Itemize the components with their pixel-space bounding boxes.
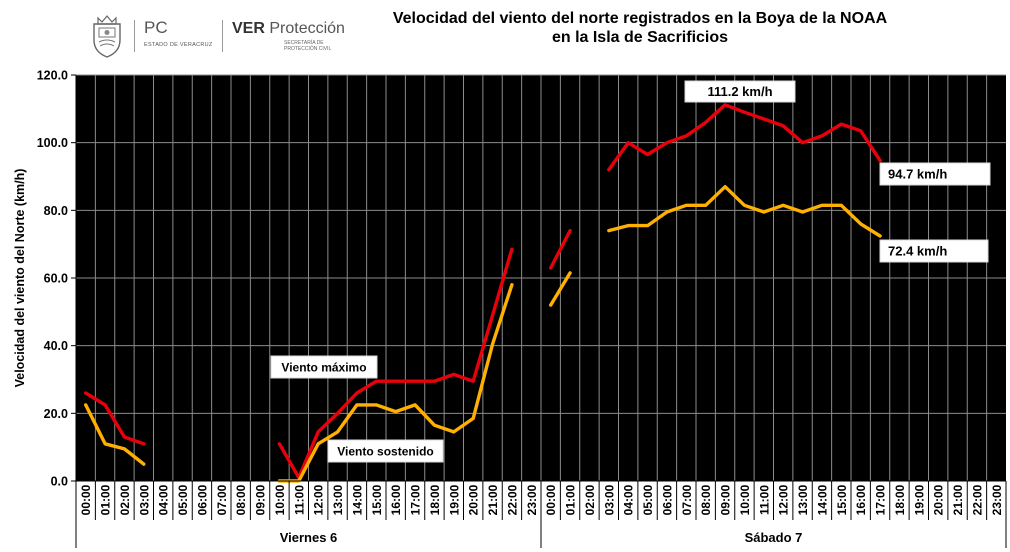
y-axis-label: Velocidad del viento del Norte (km/h) — [13, 169, 27, 388]
x-tick-label: 10:00 — [738, 484, 752, 515]
x-tick-label: 20:00 — [467, 484, 481, 515]
last-max-value-label-box — [879, 162, 991, 186]
viento-sostenido-line — [549, 271, 572, 307]
ver-logo-text: VER — [232, 20, 265, 37]
pc-title: PC — [144, 18, 168, 37]
x-tick-label: 03:00 — [602, 484, 616, 515]
logo-divider — [134, 20, 135, 52]
x-tick-label: 04:00 — [622, 484, 636, 515]
viento-maximo-label-box — [270, 355, 378, 379]
x-tick-label: 22:00 — [970, 484, 984, 515]
x-tick-label: 02:00 — [118, 484, 132, 515]
x-tick-label: 08:00 — [699, 484, 713, 515]
last-max-value-label: 94.7 km/h — [888, 167, 947, 182]
pc-subtitle: ESTADO DE VERACRUZ — [144, 42, 213, 48]
x-tick-label: 19:00 — [912, 484, 926, 515]
x-tick-label: 15:00 — [835, 484, 849, 515]
x-tick-label: 17:00 — [409, 484, 423, 515]
y-tick-label: 80.0 — [44, 204, 68, 218]
ver-proteccion-logo: VER Protección SECRETARÍA DE PROTECCIÓN … — [232, 20, 345, 52]
viento-sostenido-label: Viento sostenido — [337, 445, 433, 459]
chart-title: Velocidad del viento del norte registrad… — [360, 9, 920, 47]
chart-title-line-2: en la Isla de Sacrificios — [551, 29, 729, 46]
x-tick-label: 09:00 — [254, 484, 268, 515]
x-tick-label: 11:00 — [757, 485, 771, 515]
x-tick-label: 15:00 — [370, 484, 384, 515]
x-tick-label: 03:00 — [137, 484, 151, 515]
viento-sostenido-label-box — [327, 439, 444, 463]
logo-divider — [222, 20, 223, 52]
x-tick-label: 05:00 — [176, 484, 190, 515]
x-tick-label: 18:00 — [893, 484, 907, 515]
veracruz-crest-logo — [93, 15, 121, 58]
x-tick-label: 16:00 — [854, 484, 868, 515]
x-tick-label: 06:00 — [660, 484, 674, 515]
y-tick-label: 120.0 — [37, 69, 68, 83]
x-tick-label: 09:00 — [719, 484, 733, 515]
peak-max-value-label: 111.2 km/h — [707, 84, 772, 99]
pc-logo: PC ESTADO DE VERACRUZ — [144, 18, 213, 48]
x-tick-label: 19:00 — [447, 484, 461, 515]
x-tick-label: 23:00 — [525, 484, 539, 515]
x-tick-label: 13:00 — [796, 484, 810, 515]
viento-maximo-line — [607, 103, 882, 172]
y-tick-label: 20.0 — [44, 407, 68, 421]
x-tick-label: 10:00 — [273, 484, 287, 515]
viento-maximo-line — [549, 228, 572, 270]
x-tick-label: 17:00 — [874, 484, 888, 515]
x-tick-label: 00:00 — [79, 484, 93, 515]
x-tick-label: 00:00 — [544, 484, 558, 515]
x-tick-label: 04:00 — [157, 484, 171, 515]
day-label: Viernes 6 — [280, 530, 338, 545]
x-tick-label: 07:00 — [215, 484, 229, 515]
x-tick-label: 12:00 — [777, 484, 791, 515]
peak-max-value-label-box — [684, 80, 796, 103]
last-sustained-value-label: 72.4 km/h — [888, 244, 947, 259]
viento-maximo-line — [83, 391, 146, 446]
logo-area: PC ESTADO DE VERACRUZ VER Protección SEC… — [88, 14, 378, 60]
x-tick-label: 14:00 — [815, 484, 829, 515]
chart-title-line-1: Velocidad del viento del norte registrad… — [392, 10, 888, 27]
x-tick-label: 18:00 — [428, 484, 442, 515]
x-tick-label: 01:00 — [99, 484, 113, 515]
y-tick-label: 60.0 — [44, 272, 68, 286]
x-tick-label: 02:00 — [583, 484, 597, 515]
x-tick-label: 07:00 — [680, 484, 694, 515]
x-tick-label: 16:00 — [389, 484, 403, 515]
day-label: Sábado 7 — [745, 530, 803, 545]
x-tick-label: 08:00 — [234, 484, 248, 515]
x-tick-label: 23:00 — [990, 484, 1004, 515]
x-tick-label: 21:00 — [486, 484, 500, 515]
y-tick-label: 40.0 — [44, 339, 68, 353]
last-sustained-value-label-box — [879, 239, 989, 263]
x-tick-label: 05:00 — [641, 484, 655, 515]
x-tick-label: 06:00 — [195, 484, 209, 515]
x-tick-label: 14:00 — [350, 484, 364, 515]
x-tick-label: 12:00 — [312, 484, 326, 515]
proteccion-logo-text: Protección — [269, 20, 345, 37]
viento-sostenido-line — [83, 403, 146, 466]
x-tick-label: 20:00 — [932, 484, 946, 515]
ver-subtitle: SECRETARÍA DE PROTECCIÓN CIVIL — [284, 40, 332, 52]
y-tick-label: 0.0 — [51, 475, 68, 489]
x-tick-label: 11:00 — [292, 485, 306, 515]
viento-maximo-label: Viento máximo — [281, 361, 366, 375]
header: PC ESTADO DE VERACRUZ VER Protección SEC… — [0, 0, 1010, 66]
x-tick-label: 21:00 — [951, 484, 965, 515]
viento-sostenido-line — [607, 184, 882, 238]
x-tick-label: 13:00 — [331, 484, 345, 515]
x-tick-label: 01:00 — [564, 484, 578, 515]
viento-maximo-line — [277, 247, 514, 480]
y-tick-label: 100.0 — [37, 136, 68, 150]
x-tick-label: 22:00 — [505, 484, 519, 515]
viento-sostenido-line — [277, 283, 514, 483]
